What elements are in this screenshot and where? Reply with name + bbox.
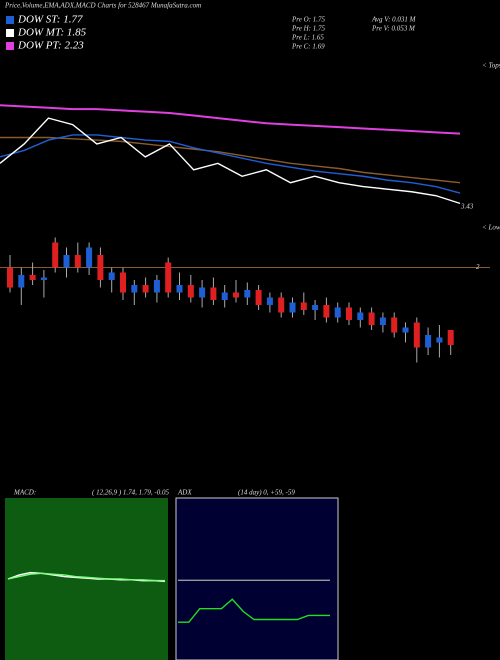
annotation: 3.43 <box>460 203 474 211</box>
info-text: Pre V: 0.053 M <box>371 25 416 33</box>
legend-swatch <box>6 16 14 24</box>
panel-title: MACD: <box>13 489 36 497</box>
candle-body <box>120 272 126 293</box>
series-line <box>0 117 461 205</box>
candle-body <box>29 275 36 280</box>
candle-body <box>447 330 454 345</box>
candle-body <box>368 312 375 325</box>
candle-body <box>142 285 149 293</box>
candle-body <box>323 305 330 318</box>
chart-title: Price,Volume,EMA,ADX,MACD Charts for 528… <box>4 2 201 10</box>
candle-body <box>18 275 25 288</box>
info-text: Pre C: 1.69 <box>291 43 325 51</box>
candle-body <box>379 317 386 325</box>
candle-body <box>334 307 341 318</box>
panel-subtitle: ( 12,26,9 ) 1.74, 1.79, -0.05 <box>92 489 169 497</box>
series-line <box>0 104 461 135</box>
candle-body <box>131 285 138 293</box>
candle-body <box>40 277 47 280</box>
adx-panel <box>175 497 339 660</box>
info-text: Pre L: 1.65 <box>291 34 324 42</box>
series-line <box>0 134 461 194</box>
candle-body <box>63 255 70 268</box>
candle-body <box>300 302 307 310</box>
series-line <box>0 136 461 184</box>
candle-body <box>244 290 251 298</box>
candle-body <box>74 255 81 268</box>
info-text: Pre O: 1.75 <box>291 16 325 24</box>
legend-label: DOW PT: 2.23 <box>17 40 84 52</box>
candle-body <box>97 255 104 280</box>
annotation: < Tops <box>482 62 500 70</box>
candle-body <box>153 280 160 293</box>
candle-body <box>221 292 228 300</box>
series-line <box>7 572 165 582</box>
candle-body <box>413 322 420 348</box>
info-text: Pre H: 1.75 <box>291 25 325 33</box>
series-line <box>178 598 330 623</box>
y-tick-label: 2 <box>476 263 480 271</box>
candle-body <box>391 317 398 333</box>
candle-body <box>402 327 409 333</box>
legend-label: DOW ST: 1.77 <box>17 14 83 26</box>
candle-body <box>108 272 115 280</box>
candle-body <box>233 292 239 298</box>
annotation: < Lows <box>482 224 500 232</box>
candle-body <box>52 242 59 268</box>
info-text: Avg V: 0.031 M <box>371 16 417 24</box>
candle-body <box>187 285 194 298</box>
candle-body <box>278 297 285 313</box>
candle-body <box>86 247 93 268</box>
candle-body <box>436 337 443 343</box>
panel-title: ADX <box>177 489 192 497</box>
candle-body <box>210 287 217 300</box>
candle-body <box>165 262 172 293</box>
candle-body <box>312 305 319 310</box>
candle-body <box>199 287 206 298</box>
candle-body <box>357 312 364 320</box>
legend-swatch <box>6 29 14 37</box>
candle-body <box>176 285 183 293</box>
macd-panel <box>5 498 168 660</box>
candle-body <box>425 335 432 348</box>
candle-body <box>255 290 262 305</box>
candle-body <box>346 307 352 320</box>
candle-body <box>289 302 296 313</box>
candle-body <box>266 297 273 305</box>
legend-swatch <box>6 42 14 50</box>
legend-label: DOW MT: 1.85 <box>17 27 87 39</box>
candle-body <box>7 267 13 288</box>
panel-subtitle: (14 day) 0, +59, -59 <box>238 489 295 497</box>
